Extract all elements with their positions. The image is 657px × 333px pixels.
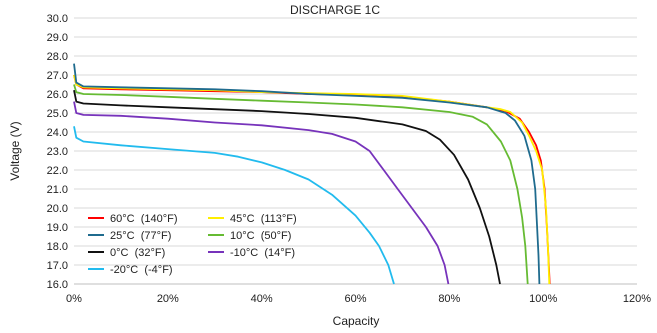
legend-label: 60°C (140°F) <box>110 213 178 225</box>
y-axis-title: Voltage (V) <box>8 121 22 180</box>
x-axis-title: Capacity <box>333 314 380 328</box>
y-tick-label: 30.0 <box>47 13 68 25</box>
y-tick-label: 25.0 <box>47 108 68 120</box>
legend-label: 25°C (77°F) <box>110 230 171 242</box>
y-tick-label: 16.0 <box>47 279 68 291</box>
x-tick-label: 0% <box>66 293 82 305</box>
y-tick-label: 22.0 <box>47 165 68 177</box>
y-tick-label: 24.0 <box>47 127 68 139</box>
legend-label: -20°C (-4°F) <box>110 264 173 276</box>
x-tick-label: 80% <box>438 293 460 305</box>
chart-title: DISCHARGE 1C <box>290 3 380 17</box>
y-tick-label: 27.0 <box>47 70 68 82</box>
y-tick-label: 17.0 <box>47 260 68 272</box>
legend-label: 10°C (50°F) <box>230 230 291 242</box>
y-tick-label: 20.0 <box>47 203 68 215</box>
legend-label: 0°C (32°F) <box>110 247 165 259</box>
series-line <box>74 126 394 284</box>
y-tick-label: 18.0 <box>47 241 68 253</box>
y-tick-label: 21.0 <box>47 184 68 196</box>
grid-lines <box>74 18 637 284</box>
y-tick-label: 23.0 <box>47 146 68 158</box>
x-tick-label: 40% <box>251 293 273 305</box>
x-tick-label: 20% <box>157 293 179 305</box>
x-tick-label: 120% <box>623 293 651 305</box>
x-tick-label: 100% <box>529 293 557 305</box>
y-tick-label: 26.0 <box>47 89 68 101</box>
legend: 60°C (140°F) 45°C (113°F) 25°C (77°F) 10°C … <box>88 213 297 276</box>
y-tick-label: 28.0 <box>47 51 68 63</box>
y-tick-label: 29.0 <box>47 32 68 44</box>
axes: 16.0 17.0 18.0 19.0 20.0 21.0 22.0 23.0 24.0 25.0… <box>47 13 652 305</box>
x-tick-label: 60% <box>344 293 366 305</box>
legend-label: -10°C (14°F) <box>230 247 295 259</box>
y-tick-label: 19.0 <box>47 222 68 234</box>
legend-label: 45°C (113°F) <box>230 213 297 225</box>
